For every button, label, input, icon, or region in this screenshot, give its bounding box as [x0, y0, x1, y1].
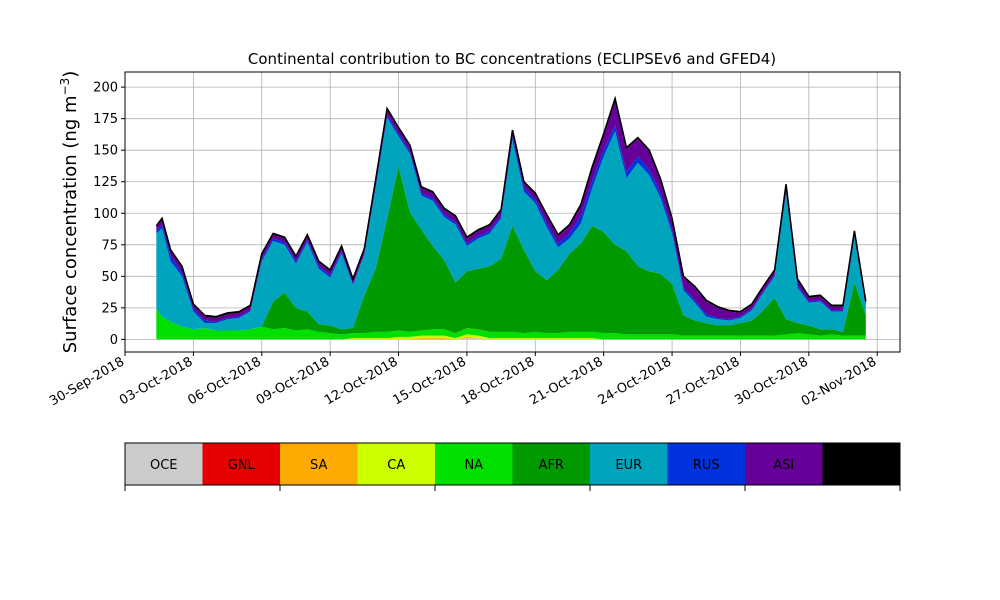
legend-label: SA [310, 458, 327, 473]
x-tick-label: 03-Oct-2018 [117, 354, 195, 408]
legend-label: NA [464, 458, 483, 473]
legend-label: RUS [693, 458, 720, 473]
legend-swatch-gnl [202, 443, 280, 485]
x-tick-label: 12-Oct-2018 [322, 354, 400, 408]
legend-swatch-asi [745, 443, 823, 485]
y-tick-label: 150 [93, 144, 118, 159]
x-tick-label: 18-Oct-2018 [459, 354, 537, 408]
legend-swatch-rus [667, 443, 745, 485]
legend-label: AUS [848, 458, 875, 473]
x-tick-label: 27-Oct-2018 [664, 354, 742, 408]
x-tick-label: 15-Oct-2018 [391, 354, 469, 408]
y-tick-label: 0 [110, 333, 118, 348]
y-tick-label: 75 [101, 238, 118, 253]
legend-swatch-na [435, 443, 513, 485]
y-tick-label: 175 [93, 112, 118, 127]
legend-label: CA [387, 458, 405, 473]
legend-frame [124, 442, 901, 486]
y-axis-label: Surface concentration (ng m−3) [58, 71, 81, 354]
legend-label: EUR [615, 458, 642, 473]
legend-colorbar: OCE GNL SA CA NA AFR EUR RUS ASI AUS [124, 442, 901, 491]
area-asi [156, 99, 866, 322]
legend-swatch-aus [822, 443, 900, 485]
x-axis: 30-Sep-201803-Oct-201806-Oct-201809-Oct-… [47, 352, 879, 409]
legend-label: AFR [539, 458, 564, 473]
legend-swatch-sa [280, 443, 358, 485]
legend-label: ASI [773, 458, 794, 473]
plot-frame [124, 71, 901, 353]
y-axis: 0 25 50 75 100 125 150 175 200 [93, 81, 125, 348]
x-tick-label: 06-Oct-2018 [185, 354, 263, 408]
stacked-areas [155, 95, 867, 340]
x-tick-label: 02-Nov-2018 [799, 354, 879, 409]
x-tick-label: 30-Sep-2018 [47, 354, 127, 409]
y-tick-label: 100 [93, 207, 118, 222]
area-na [156, 309, 866, 340]
y-tick-label: 25 [101, 301, 118, 316]
legend-swatch-eur [590, 443, 668, 485]
area-eur [156, 117, 866, 332]
area-afr [156, 166, 866, 336]
y-tick-label: 200 [93, 81, 118, 96]
y-tick-label: 50 [101, 270, 118, 285]
legend-swatch-afr [512, 443, 590, 485]
x-tick-label: 24-Oct-2018 [596, 354, 674, 408]
x-tick-label: 21-Oct-2018 [527, 354, 605, 408]
legend-label: OCE [150, 458, 178, 473]
area-ca [156, 334, 866, 340]
chart-title: Continental contribution to BC concentra… [248, 50, 776, 68]
total-outline [155, 95, 867, 318]
x-tick-label: 30-Oct-2018 [732, 354, 810, 408]
legend-label: GNL [228, 458, 256, 473]
x-tick-label: 09-Oct-2018 [254, 354, 332, 408]
legend-swatch-oce [125, 443, 203, 485]
y-tick-label: 125 [93, 175, 118, 190]
legend-swatch-ca [357, 443, 435, 485]
